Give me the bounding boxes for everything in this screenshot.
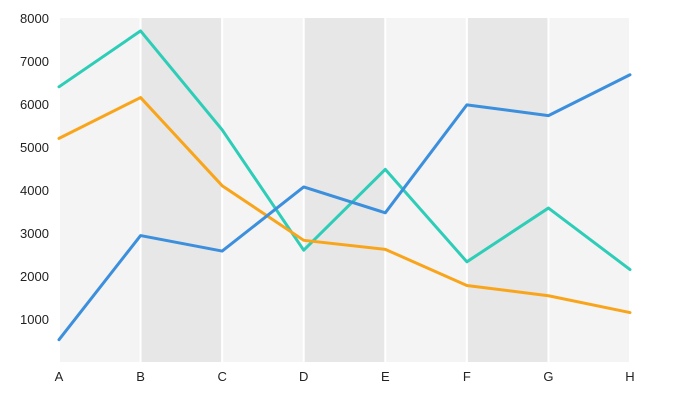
x-tick-label: F xyxy=(463,369,471,384)
plot-background xyxy=(59,18,630,362)
plot-band xyxy=(466,18,549,362)
x-tick-label: G xyxy=(543,369,553,384)
y-axis-tick-labels: 1000 2000 3000 4000 5000 6000 7000 8000 xyxy=(20,11,49,327)
x-axis-tick-labels: A B C D E F G H xyxy=(55,369,635,384)
x-tick-label: B xyxy=(136,369,145,384)
y-tick-label: 4000 xyxy=(20,183,49,198)
y-tick-label: 6000 xyxy=(20,97,49,112)
y-tick-label: 1000 xyxy=(20,312,49,327)
plot-band xyxy=(140,18,223,362)
y-tick-label: 7000 xyxy=(20,54,49,69)
vertical-gridlines xyxy=(58,18,631,362)
series-line-1 xyxy=(57,29,632,272)
x-tick-label: C xyxy=(217,369,226,384)
x-tick-label: D xyxy=(299,369,308,384)
y-tick-label: 8000 xyxy=(20,11,49,26)
x-tick-label: A xyxy=(55,369,64,384)
y-tick-label: 5000 xyxy=(20,140,49,155)
plot-band xyxy=(59,18,141,362)
series-line-2 xyxy=(57,96,632,315)
series-lines xyxy=(57,29,632,342)
y-tick-label: 2000 xyxy=(20,269,49,284)
plot-band xyxy=(385,18,467,362)
x-tick-label: E xyxy=(381,369,390,384)
x-tick-label: H xyxy=(625,369,634,384)
series-line-3 xyxy=(57,73,632,342)
y-tick-label: 3000 xyxy=(20,226,49,241)
